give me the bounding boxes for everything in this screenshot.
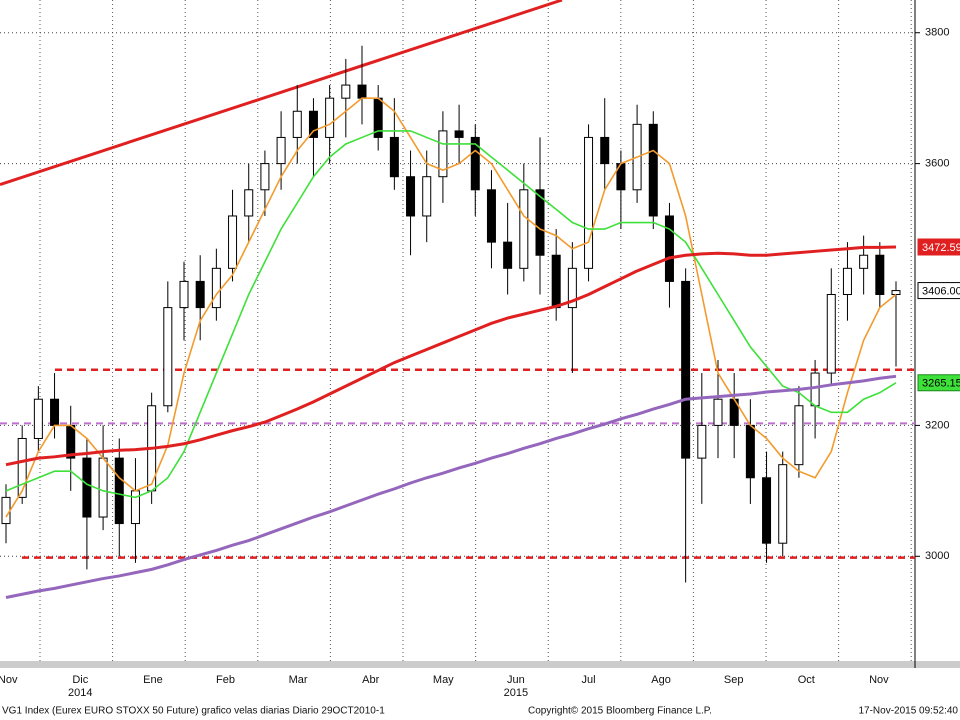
ma-line — [5, 374, 897, 599]
candle-body — [470, 136, 480, 191]
x-tick-label: Jun — [507, 674, 525, 686]
candle-body — [697, 424, 707, 459]
value-tag-label: 3472.59 — [922, 242, 960, 254]
footer-left: VG1 Index (Eurex EURO STOXX 50 Future) g… — [2, 706, 385, 717]
x-tick-label: Mar — [289, 674, 308, 686]
y-tick-label: 3000 — [925, 550, 949, 562]
candle-body — [276, 136, 286, 165]
candle-body — [519, 189, 529, 269]
candle-body — [195, 280, 205, 309]
x-tick-label: Ene — [143, 674, 163, 686]
x-tick-label: Ago — [651, 674, 671, 686]
candle-body — [778, 464, 788, 544]
candle-body — [308, 110, 318, 138]
candle-body — [179, 280, 189, 309]
x-tick-label: Abr — [362, 674, 379, 686]
candle-body — [486, 189, 496, 243]
x-tick-label: Nov — [869, 674, 889, 686]
candle-body — [648, 123, 658, 217]
candle-body — [794, 405, 804, 466]
candle-body — [98, 457, 108, 518]
candle-body — [600, 136, 610, 165]
value-tag — [917, 374, 960, 392]
candle-body — [82, 457, 92, 518]
candle-body — [713, 398, 723, 426]
value-tag-label: 3265.15 — [922, 378, 960, 390]
candle-body — [422, 176, 432, 217]
x-tick-label: Dic — [72, 674, 88, 686]
x-tick-label: Jul — [581, 674, 595, 686]
candle-body — [584, 136, 594, 269]
candle-body — [357, 84, 367, 99]
candle-body — [891, 290, 901, 296]
candle-body — [438, 130, 448, 178]
value-tag-label: 3406.00 — [922, 285, 960, 297]
y-tick-label: 3600 — [925, 158, 949, 170]
y-tick-label: 3800 — [925, 27, 949, 39]
candle-body — [826, 294, 836, 374]
trend-line — [0, 0, 563, 186]
candle-body — [551, 254, 561, 309]
x-tick-label: Oct — [798, 674, 815, 686]
candle-body — [50, 398, 60, 426]
year-label: 2015 — [504, 687, 528, 699]
candle-body — [454, 130, 464, 138]
candle-body — [681, 280, 691, 459]
candle-body — [810, 372, 820, 407]
year-label: 2014 — [68, 687, 92, 699]
candle-body — [762, 477, 772, 544]
candle-body — [535, 189, 545, 256]
candle-body — [325, 97, 335, 138]
candle-body — [1, 496, 11, 525]
candle-body — [244, 189, 254, 217]
candle-body — [389, 136, 399, 178]
candle-body — [341, 84, 351, 99]
ma-line — [5, 97, 897, 518]
candle-body — [17, 437, 27, 498]
footer-date: 17-Nov-2015 09:52:40 — [858, 706, 958, 717]
x-tick-label: Nov — [0, 674, 18, 686]
value-tag — [917, 282, 960, 300]
candle-body — [875, 254, 885, 296]
candle-body — [503, 241, 513, 269]
candle-body — [260, 163, 270, 191]
candle-body — [228, 215, 238, 269]
candle-body — [842, 267, 852, 296]
y-tick-label: 3200 — [925, 419, 949, 431]
x-tick-label: Feb — [216, 674, 235, 686]
footer-copyright: Copyright© 2015 Bloomberg Finance L.P. — [528, 706, 712, 717]
candle-body — [292, 110, 302, 138]
candle-body — [745, 424, 755, 479]
ma-line — [5, 130, 897, 499]
candle-body — [211, 267, 221, 309]
x-axis-band — [0, 661, 960, 668]
x-tick-label: Sep — [724, 674, 744, 686]
candle-body — [33, 398, 43, 439]
candle-body — [114, 457, 124, 525]
candle-body — [163, 307, 173, 407]
candle-body — [859, 254, 869, 269]
value-tag — [917, 238, 960, 256]
x-tick-label: May — [433, 674, 454, 686]
candle-body — [567, 267, 577, 309]
ma-line — [5, 245, 897, 467]
candle-body — [406, 176, 416, 217]
candle-body — [664, 215, 674, 282]
